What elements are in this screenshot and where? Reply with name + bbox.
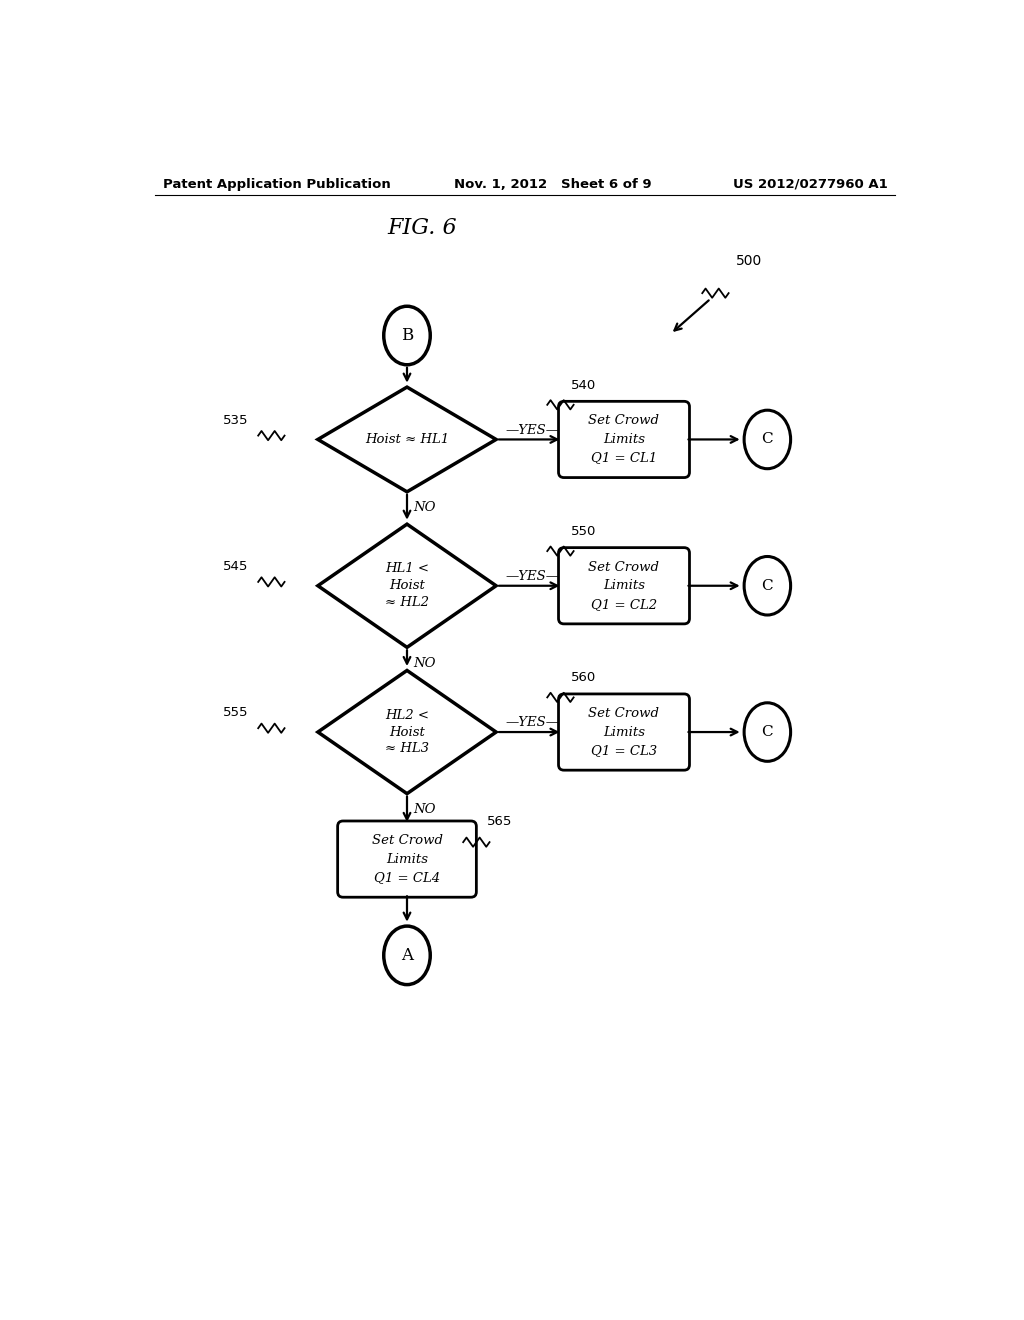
Text: Patent Application Publication: Patent Application Publication <box>163 178 390 190</box>
Text: Limits: Limits <box>386 853 428 866</box>
Text: FIG. 6: FIG. 6 <box>388 216 458 239</box>
Text: Nov. 1, 2012   Sheet 6 of 9: Nov. 1, 2012 Sheet 6 of 9 <box>454 178 651 190</box>
Text: Q1 = CL3: Q1 = CL3 <box>591 744 657 758</box>
Text: C: C <box>762 725 773 739</box>
Text: Hoist: Hoist <box>389 726 425 739</box>
Text: NO: NO <box>414 502 435 513</box>
Text: B: B <box>400 327 413 345</box>
Text: Limits: Limits <box>603 726 645 739</box>
Text: Q1 = CL2: Q1 = CL2 <box>591 598 657 611</box>
Text: Limits: Limits <box>603 433 645 446</box>
Text: C: C <box>762 578 773 593</box>
Text: —YES—: —YES— <box>506 424 559 437</box>
Text: HL1 <: HL1 < <box>385 562 429 576</box>
Text: HL2 <: HL2 < <box>385 709 429 722</box>
Text: 560: 560 <box>571 672 597 684</box>
Text: NO: NO <box>414 803 435 816</box>
Text: US 2012/0277960 A1: US 2012/0277960 A1 <box>733 178 888 190</box>
Text: Set Crowd: Set Crowd <box>589 414 659 428</box>
Text: 500: 500 <box>736 253 763 268</box>
Text: Hoist: Hoist <box>389 579 425 593</box>
Text: 565: 565 <box>486 816 512 829</box>
Text: 545: 545 <box>223 560 248 573</box>
Text: Set Crowd: Set Crowd <box>589 561 659 574</box>
Text: —YES—: —YES— <box>506 717 559 730</box>
Text: ≈ HL2: ≈ HL2 <box>385 597 429 610</box>
Text: A: A <box>401 946 413 964</box>
Text: 535: 535 <box>222 413 248 426</box>
Text: Q1 = CL4: Q1 = CL4 <box>374 871 440 884</box>
Text: 540: 540 <box>571 379 597 392</box>
Text: Set Crowd: Set Crowd <box>589 708 659 721</box>
Text: Limits: Limits <box>603 579 645 593</box>
Text: Hoist ≈ HL1: Hoist ≈ HL1 <box>365 433 450 446</box>
Text: NO: NO <box>414 656 435 669</box>
Text: ≈ HL3: ≈ HL3 <box>385 742 429 755</box>
Text: C: C <box>762 433 773 446</box>
Text: 550: 550 <box>571 525 597 539</box>
Text: Set Crowd: Set Crowd <box>372 834 442 847</box>
Text: —YES—: —YES— <box>506 570 559 583</box>
Text: 555: 555 <box>222 706 248 719</box>
Text: Q1 = CL1: Q1 = CL1 <box>591 451 657 465</box>
